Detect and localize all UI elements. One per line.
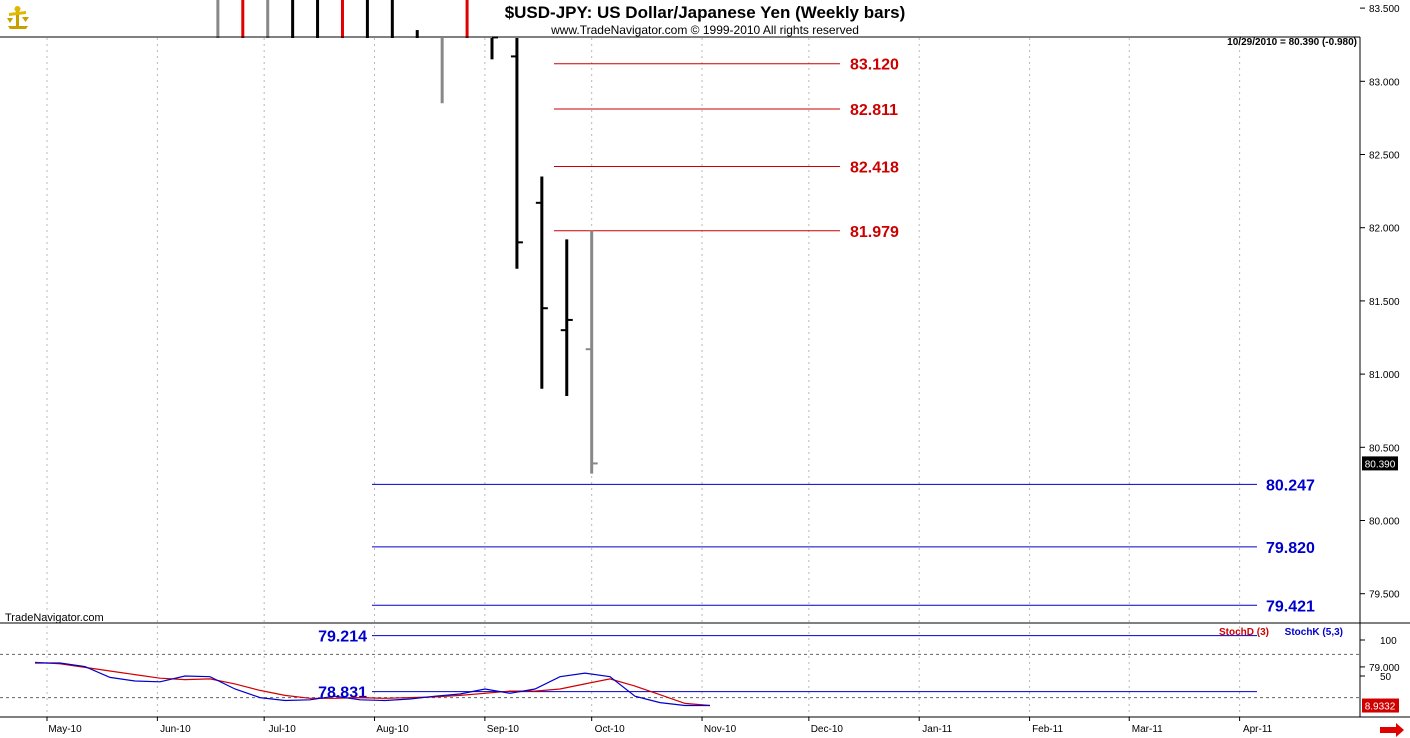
x-tick-label: Mar-11 [1132, 724, 1163, 735]
x-tick-label: Apr-11 [1243, 724, 1273, 735]
stoch-y-tick-label: 100 [1380, 636, 1397, 647]
last-price-label: 80.390 [1365, 459, 1396, 470]
scroll-right-arrow-icon[interactable] [1373, 722, 1409, 738]
last-quote: 10/29/2010 = 80.390 (-0.980) [1227, 37, 1357, 48]
x-tick-label: Jul-10 [269, 724, 297, 735]
resistance-label: 82.418 [850, 160, 899, 177]
y-tick-label: 79.000 [1369, 663, 1400, 674]
stoch-last-value-label: 8.9332 [1365, 702, 1396, 713]
x-tick-label: Jan-11 [922, 724, 952, 735]
ohlc-bar [390, 0, 394, 38]
y-tick-label: 80.000 [1369, 517, 1400, 528]
last-price-marker [1362, 456, 1398, 471]
x-tick-label: Jun-10 [160, 724, 191, 735]
x-tick-label: Nov-10 [704, 724, 737, 735]
y-tick-label: 82.500 [1369, 151, 1400, 162]
x-tick-label: Oct-10 [595, 724, 625, 735]
resistance-label: 81.979 [850, 224, 899, 241]
stoch-last-value-marker [1362, 698, 1399, 713]
stoch-series-line [34, 661, 711, 707]
resistance-label: 82.811 [850, 102, 898, 119]
y-tick-label: 80.500 [1369, 443, 1400, 454]
watermark: TradeNavigator.com [5, 612, 104, 624]
y-tick-label: 79.500 [1369, 590, 1400, 601]
x-tick-label: Feb-11 [1032, 724, 1063, 735]
ohlc-bar [465, 0, 469, 38]
resistance-label: 83.120 [850, 57, 899, 74]
stoch-y-tick-label: 50 [1380, 672, 1392, 683]
chart-subtitle: www.TradeNavigator.com © 1999-2010 All r… [550, 23, 859, 37]
ohlc-bar [316, 0, 320, 38]
support-label: 79.820 [1266, 540, 1315, 557]
ohlc-bar [560, 239, 573, 397]
x-tick-label: Aug-10 [376, 724, 409, 735]
y-tick-label: 81.000 [1369, 370, 1400, 381]
stoch-k-legend: StochK (5,3) [1285, 627, 1343, 638]
support-label: 79.214 [318, 629, 367, 646]
ohlc-bar [365, 0, 369, 38]
grid [46, 38, 1241, 717]
support-label: 80.247 [1266, 477, 1315, 494]
x-tick-label: May-10 [48, 724, 82, 735]
ohlc-bar [535, 176, 548, 389]
trade-navigator-logo-icon[interactable] [4, 4, 32, 30]
ohlc-bar [585, 230, 598, 474]
y-tick-label: 82.000 [1369, 224, 1400, 235]
price-bars [216, 0, 598, 474]
stoch-d-legend: StochD (3) [1219, 627, 1269, 638]
price-levels: 84.48083.64383.12082.81182.41881.97980.2… [318, 57, 1315, 702]
support-label: 78.831 [318, 685, 367, 702]
chart-title: $USD-JPY: US Dollar/Japanese Yen (Weekly… [505, 3, 906, 22]
x-tick-label: Dec-10 [811, 724, 844, 735]
ohlc-bar [440, 38, 444, 104]
support-label: 79.421 [1266, 598, 1315, 615]
x-tick-label: Sep-10 [487, 724, 520, 735]
y-tick-label: 81.500 [1369, 297, 1400, 308]
stochastic-panel [0, 653, 1360, 707]
ohlc-bar [510, 38, 523, 269]
y-tick-label: 83.000 [1369, 77, 1400, 88]
y-tick-label: 83.500 [1369, 4, 1400, 15]
stoch-series-line [35, 662, 710, 707]
